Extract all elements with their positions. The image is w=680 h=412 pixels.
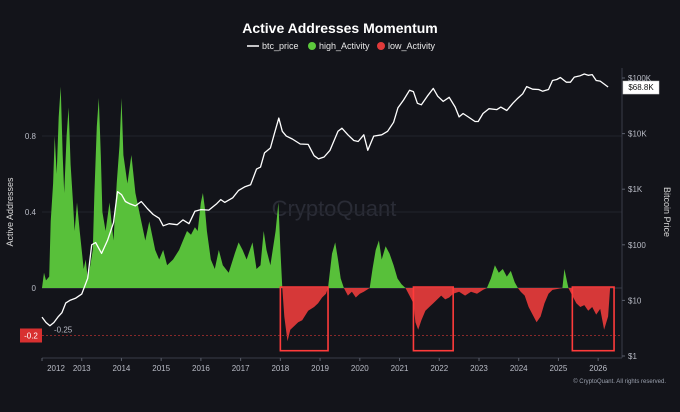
y2-tick-4: $10: [628, 296, 642, 305]
x-tick-2016: 2016: [192, 364, 210, 373]
legend-high-activity-swatch: [308, 42, 316, 50]
y2-tick-1: $10K: [628, 130, 647, 139]
left-axis-label: Active Addresses: [5, 177, 15, 247]
btc-price-line-group: [41, 73, 609, 327]
y2-tick-3: $100: [628, 241, 646, 250]
threshold-label: -0.25: [54, 326, 73, 335]
left-axis-ticks: 0.8 0.4 0: [25, 132, 37, 293]
left-value-badge-label: -0.2: [24, 332, 38, 341]
x-tick-2023: 2023: [470, 364, 488, 373]
x-tick-2015: 2015: [152, 364, 170, 373]
activity-areas: [42, 86, 611, 342]
threshold-group: -0.25: [42, 326, 622, 336]
x-tick-2021: 2021: [391, 364, 409, 373]
highlight-box-1: [279, 286, 329, 352]
x-tick-2017: 2017: [232, 364, 250, 373]
y2-tick-0: $100K: [628, 74, 652, 83]
x-tick-2014: 2014: [113, 364, 131, 373]
watermark: CryptoQuant: [272, 196, 397, 221]
y-tick-0: 0.8: [25, 132, 37, 141]
x-tick-2019: 2019: [311, 364, 329, 373]
legend-high-activity-label: high_Activity: [319, 41, 370, 51]
high-activity-area: [42, 86, 569, 288]
legend-btc-price-label: btc_price: [262, 41, 299, 51]
x-tick-2020: 2020: [351, 364, 369, 373]
x-tick-2012: 2012: [47, 364, 65, 373]
x-tick-2024: 2024: [510, 364, 528, 373]
legend-low-activity-label: low_Activity: [388, 41, 436, 51]
x-tick-2018: 2018: [271, 364, 289, 373]
x-axis-ticks: 2012 2013 2014 2015 2016 2017 2018 2019 2020 2021…: [41, 358, 608, 373]
x-tick-2022: 2022: [430, 364, 448, 373]
y2-tick-2: $1K: [628, 185, 643, 194]
low-activity-area: [282, 288, 611, 342]
value-badges: -0.2 $68.8K: [20, 80, 660, 343]
legend-low-activity-swatch: [377, 42, 385, 50]
highlight-box-2: [412, 286, 454, 352]
copyright-text: © CryptoQuant. All rights reserved.: [573, 378, 666, 385]
right-axis-ticks: $100K $10K $1K $100 $10 $1: [622, 74, 652, 361]
x-tick-2025: 2025: [550, 364, 568, 373]
left-value-badge: [20, 328, 42, 343]
chart-title: Active Addresses Momentum: [242, 20, 438, 36]
y-tick-2: 0: [32, 284, 37, 293]
btc-price-line: [41, 73, 609, 327]
highlight-boxes: [279, 286, 615, 352]
right-axis-label: Bitcoin Price: [662, 187, 672, 237]
highlight-box-3: [571, 286, 615, 352]
y2-tick-5: $1: [628, 352, 637, 361]
x-tick-2026: 2026: [589, 364, 607, 373]
price-value-badge: [622, 80, 660, 95]
legend: btc_price high_Activity low_Activity: [247, 41, 436, 51]
price-value-badge-label: $68.8K: [628, 83, 654, 92]
y-tick-1: 0.4: [25, 208, 37, 217]
x-tick-2013: 2013: [73, 364, 91, 373]
